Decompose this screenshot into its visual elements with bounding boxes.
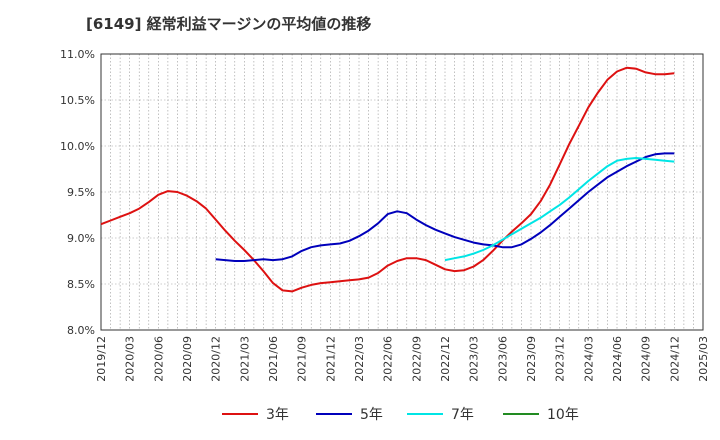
x-tick-label: 2022/06 <box>382 336 395 382</box>
x-tick-label: 2020/12 <box>210 336 223 382</box>
legend-label-4: 10年 <box>547 407 579 423</box>
x-tick-label: 2024/09 <box>640 336 653 382</box>
y-tick-label: 10.5% <box>60 94 95 107</box>
y-tick-label: 9.5% <box>67 186 95 199</box>
x-tick-label: 2020/03 <box>124 336 137 382</box>
x-tick-label: 2020/09 <box>181 336 194 382</box>
legend-label-1: 3年 <box>266 407 289 423</box>
y-axis: 8.0% 8.5% 9.0% 9.5% 10.0% 10.5% 11.0% <box>60 48 95 337</box>
x-tick-label: 2024/12 <box>668 336 681 382</box>
y-tick-label: 9.0% <box>67 232 95 245</box>
series-line-1 <box>100 66 675 293</box>
x-tick-label: 2022/12 <box>439 336 452 382</box>
x-tick-label: 2023/12 <box>554 336 567 382</box>
x-tick-label: 2024/06 <box>611 336 624 382</box>
grid <box>100 53 704 331</box>
x-tick-label: 2022/03 <box>353 336 366 382</box>
series-line-2 <box>215 152 675 262</box>
legend: 3年 5年 7年 10年 <box>222 407 579 423</box>
y-tick-label: 11.0% <box>60 48 95 61</box>
series-lines <box>100 66 675 293</box>
x-tick-label: 2023/03 <box>468 336 481 382</box>
x-tick-label: 2025/03 <box>697 336 710 382</box>
x-tick-label: 2020/06 <box>152 336 165 382</box>
x-tick-label: 2022/09 <box>410 336 423 382</box>
x-tick-label: 2023/09 <box>525 336 538 382</box>
chart-title: [6149] 経常利益マージンの平均値の推移 <box>86 15 372 33</box>
y-tick-label: 8.0% <box>67 324 95 337</box>
x-axis: 2019/12 2020/03 2020/06 2020/09 2020/12 2021/… <box>95 336 710 382</box>
legend-label-3: 7年 <box>451 407 474 423</box>
plot-frame <box>100 53 704 331</box>
series-line-3 <box>444 157 675 262</box>
x-tick-label: 2021/03 <box>238 336 251 382</box>
legend-label-2: 5年 <box>360 407 383 423</box>
y-tick-label: 10.0% <box>60 140 95 153</box>
x-tick-label: 2021/06 <box>267 336 280 382</box>
y-tick-label: 8.5% <box>67 278 95 291</box>
x-tick-label: 2024/03 <box>582 336 595 382</box>
x-tick-label: 2021/09 <box>296 336 309 382</box>
x-tick-label: 2019/12 <box>95 336 108 382</box>
x-tick-label: 2023/06 <box>496 336 509 382</box>
x-tick-label: 2021/12 <box>324 336 337 382</box>
